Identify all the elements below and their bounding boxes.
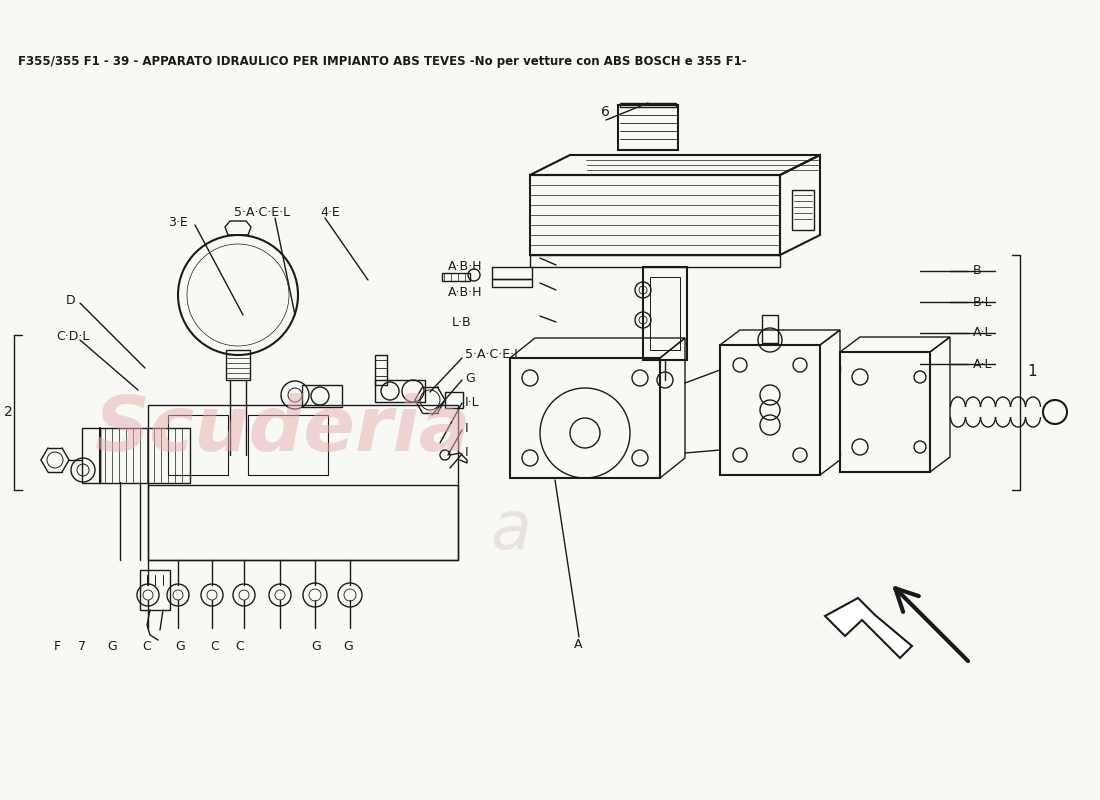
Bar: [644, 267, 688, 360]
Bar: [100, 428, 190, 483]
Text: G: G: [175, 641, 185, 654]
Text: C: C: [235, 641, 244, 654]
Text: G: G: [343, 641, 353, 654]
Bar: [492, 267, 532, 279]
Text: 6: 6: [601, 105, 609, 119]
Bar: [248, 415, 328, 475]
Bar: [442, 273, 470, 281]
Text: B·L: B·L: [974, 295, 992, 309]
Bar: [530, 255, 780, 267]
Text: I·L: I·L: [465, 395, 480, 409]
Text: 3·E: 3·E: [168, 215, 188, 229]
Text: A·L: A·L: [974, 358, 992, 370]
Bar: [650, 277, 680, 350]
Text: 5·A·C·E·L: 5·A·C·E·L: [465, 349, 521, 362]
Bar: [375, 355, 387, 385]
Bar: [792, 190, 814, 230]
Text: 4·E: 4·E: [320, 206, 340, 219]
Bar: [620, 103, 676, 107]
Bar: [492, 279, 532, 287]
Text: I: I: [465, 422, 469, 434]
Text: A·B·H: A·B·H: [448, 261, 483, 274]
Bar: [226, 350, 250, 380]
Text: C: C: [143, 641, 152, 654]
Bar: [446, 392, 463, 408]
Bar: [618, 105, 678, 150]
Text: C·D·L: C·D·L: [56, 330, 89, 342]
Bar: [168, 415, 228, 475]
Bar: [510, 358, 660, 478]
Text: 7: 7: [78, 641, 86, 654]
Text: A: A: [574, 638, 583, 651]
Text: 1: 1: [1027, 365, 1036, 379]
Text: G: G: [107, 641, 117, 654]
Text: L·B: L·B: [452, 317, 472, 330]
Text: D: D: [66, 294, 76, 306]
Text: G: G: [311, 641, 321, 654]
Bar: [140, 570, 170, 610]
Text: Scuderia: Scuderia: [95, 393, 471, 467]
Bar: [82, 428, 100, 483]
Bar: [148, 405, 458, 560]
Text: A·B·H: A·B·H: [448, 286, 483, 298]
Text: G: G: [465, 371, 475, 385]
Bar: [840, 352, 929, 472]
Text: a: a: [490, 497, 531, 563]
Bar: [302, 385, 342, 407]
Text: A·L: A·L: [974, 326, 992, 339]
Polygon shape: [825, 598, 912, 658]
Text: C: C: [210, 641, 219, 654]
Text: F355/355 F1 - 39 - APPARATO IDRAULICO PER IMPIANTO ABS TEVES -No per vetture con: F355/355 F1 - 39 - APPARATO IDRAULICO PE…: [18, 55, 747, 69]
Bar: [762, 315, 778, 343]
Text: 2: 2: [4, 405, 13, 419]
Text: F: F: [54, 641, 60, 654]
Bar: [375, 380, 425, 402]
Text: I: I: [465, 446, 469, 458]
Text: 5·A·C·E·L: 5·A·C·E·L: [234, 206, 290, 219]
Text: B: B: [974, 265, 981, 278]
Bar: [148, 485, 458, 560]
Bar: [720, 345, 820, 475]
